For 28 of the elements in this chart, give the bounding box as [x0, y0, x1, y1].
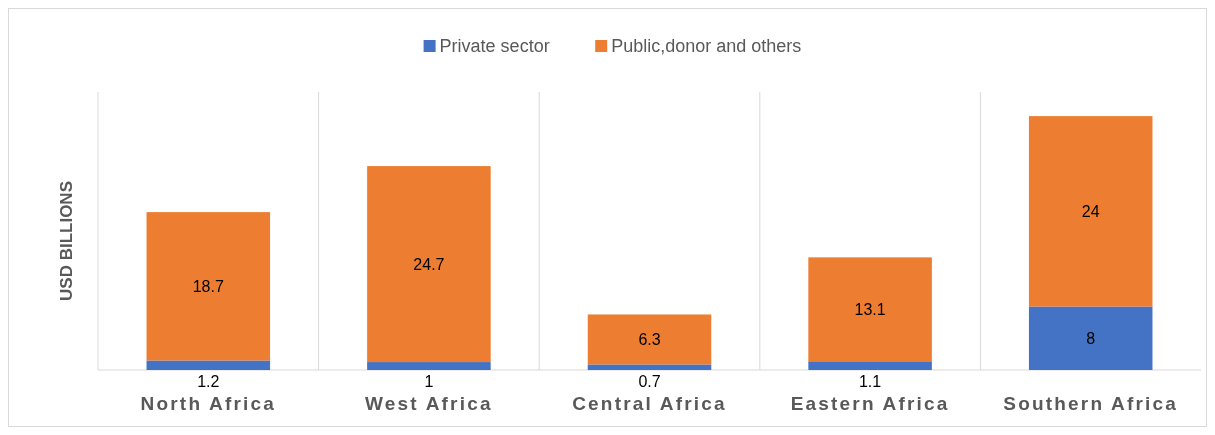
- bar: [146, 212, 271, 361]
- bar: [587, 314, 712, 365]
- data-label: 8: [1086, 330, 1096, 348]
- bar: [1028, 116, 1153, 307]
- data-label: 6.3: [638, 331, 661, 349]
- legend-label: Public,donor and others: [611, 36, 802, 56]
- data-label: 1: [424, 373, 434, 390]
- data-label: 0.7: [638, 373, 661, 390]
- data-label: 13.1: [854, 301, 886, 319]
- bar: [808, 361, 932, 370]
- data-label: 1.1: [858, 373, 882, 390]
- data-label: 24.7: [413, 256, 445, 274]
- data-label: 18.7: [192, 278, 224, 296]
- legend-label: Private sector: [439, 36, 550, 56]
- x-tick-label: Southern Africa: [1003, 393, 1179, 414]
- x-tick-label: Central Africa: [572, 393, 727, 414]
- bar: [367, 362, 491, 370]
- data-label: 24: [1081, 203, 1100, 221]
- bar: [1028, 306, 1153, 370]
- x-tick-label: North Africa: [140, 393, 277, 414]
- bar: [587, 364, 712, 370]
- data-label: 1.2: [197, 373, 220, 390]
- bar: [808, 257, 932, 362]
- x-tick-label: Eastern Africa: [790, 393, 950, 414]
- bar: [146, 360, 271, 370]
- x-tick-label: West Africa: [365, 393, 493, 414]
- y-axis-title: USD BILLIONS: [57, 181, 76, 301]
- bar: [367, 166, 491, 363]
